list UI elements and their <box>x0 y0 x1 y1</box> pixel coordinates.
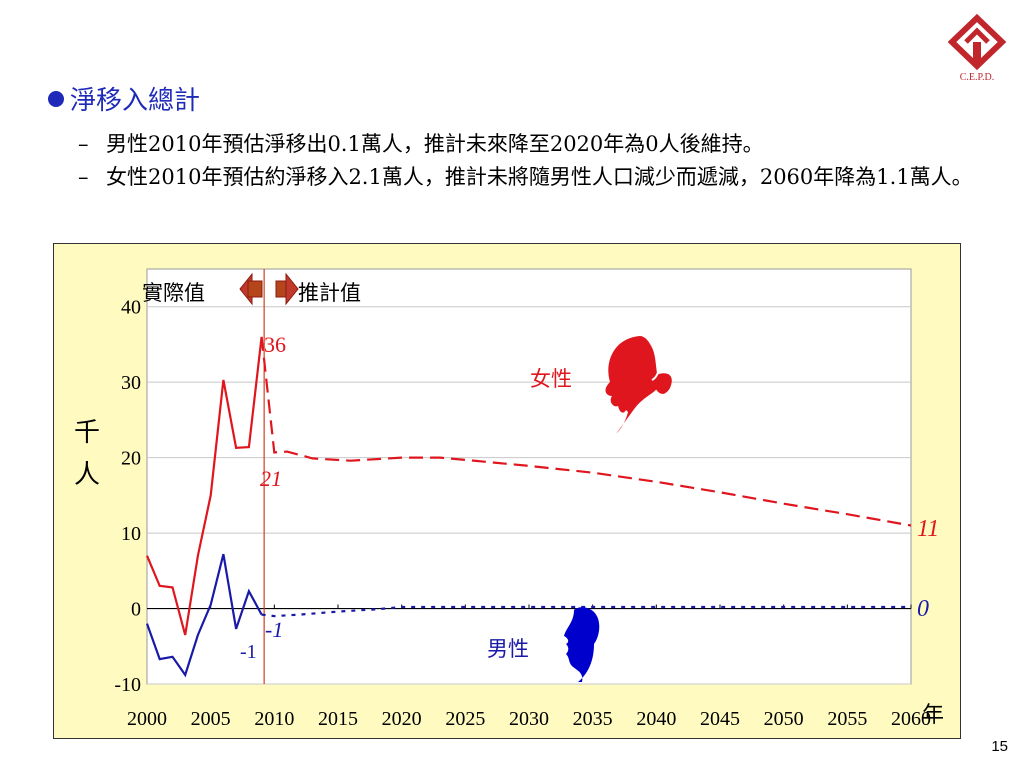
x-tick-label: 2000 <box>127 708 167 730</box>
bullet-text: 男性2010年預估淨移出0.1萬人，推計未來降至2020年為0人後維持。 <box>106 132 764 156</box>
male-2060-label: 0 <box>917 596 929 622</box>
x-tick-label: 2015 <box>318 708 358 730</box>
x-tick-label: 2055 <box>827 708 867 730</box>
x-tick-label: 2035 <box>573 708 613 730</box>
cepd-logo: C.E.P.D. <box>947 14 1007 83</box>
female-legend-label: 女性 <box>530 367 572 391</box>
x-tick-label: 2030 <box>509 708 549 730</box>
x-tick-label: 2010 <box>254 708 294 730</box>
male-projected-line <box>261 605 911 618</box>
bullet-item-male: – 男性2010年預估淨移出0.1萬人，推計未來降至2020年為0人後維持。 <box>78 128 988 161</box>
male-actual-end-label: -1 <box>240 641 257 663</box>
x-tick-label: 2040 <box>636 708 676 730</box>
slide-heading: 淨移入總計 <box>48 80 200 117</box>
y-axis-label-char1: 千 <box>74 418 100 447</box>
female-actual-line <box>145 336 263 636</box>
y-tick-label: 30 <box>121 372 141 394</box>
male-2010-label: -1 <box>265 617 283 642</box>
female-2010-label: 21 <box>260 466 282 491</box>
x-tick-label: 2020 <box>382 708 422 730</box>
male-legend-label: 男性 <box>487 637 529 661</box>
x-tick-label: 2005 <box>191 708 231 730</box>
page-number: 15 <box>991 738 1008 755</box>
y-tick-label: 10 <box>121 523 141 545</box>
female-silhouette-icon <box>605 336 672 434</box>
actual-arrow-icon <box>239 272 263 306</box>
female-projected-line <box>260 336 912 527</box>
bullet-dash: – <box>78 132 89 156</box>
bullet-dash: – <box>78 165 89 189</box>
projected-label: 推計值 <box>298 281 361 305</box>
male-silhouette-icon <box>564 607 600 682</box>
x-tick-label: 2045 <box>700 708 740 730</box>
y-axis-label-char2: 人 <box>74 460 100 489</box>
chart-panel: 40 30 20 10 0 -10 2000 2005 2010 2015 2020 2025 203… <box>53 243 961 739</box>
actual-label: 實際值 <box>142 281 205 305</box>
bullet-item-female: – 女性2010年預估約淨移入2.1萬人，推計未將隨男性人口減少而遞減，2060… <box>78 161 988 194</box>
heading-text: 淨移入總計 <box>70 86 201 116</box>
female-peak-label: 36 <box>264 332 286 357</box>
logo-text: C.E.P.D. <box>960 72 994 83</box>
heading-bullet-icon <box>48 90 64 107</box>
plot-area <box>146 268 912 685</box>
male-actual-line <box>145 553 263 678</box>
projected-arrow-icon <box>275 272 299 306</box>
x-tick-label: 2060 <box>891 708 931 730</box>
y-tick-label: 0 <box>131 599 141 621</box>
y-tick-label: -10 <box>114 674 141 696</box>
bullet-list: – 男性2010年預估淨移出0.1萬人，推計未來降至2020年為0人後維持。 –… <box>78 128 988 194</box>
female-2060-label: 11 <box>917 516 939 542</box>
y-tick-label: 40 <box>121 297 141 319</box>
x-axis-unit: 年 <box>922 702 944 727</box>
x-tick-label: 2025 <box>445 708 485 730</box>
x-tick-label: 2050 <box>764 708 804 730</box>
y-tick-label: 20 <box>121 448 141 470</box>
bullet-text: 女性2010年預估約淨移入2.1萬人，推計未將隨男性人口減少而遞減，2060年降… <box>106 165 973 189</box>
